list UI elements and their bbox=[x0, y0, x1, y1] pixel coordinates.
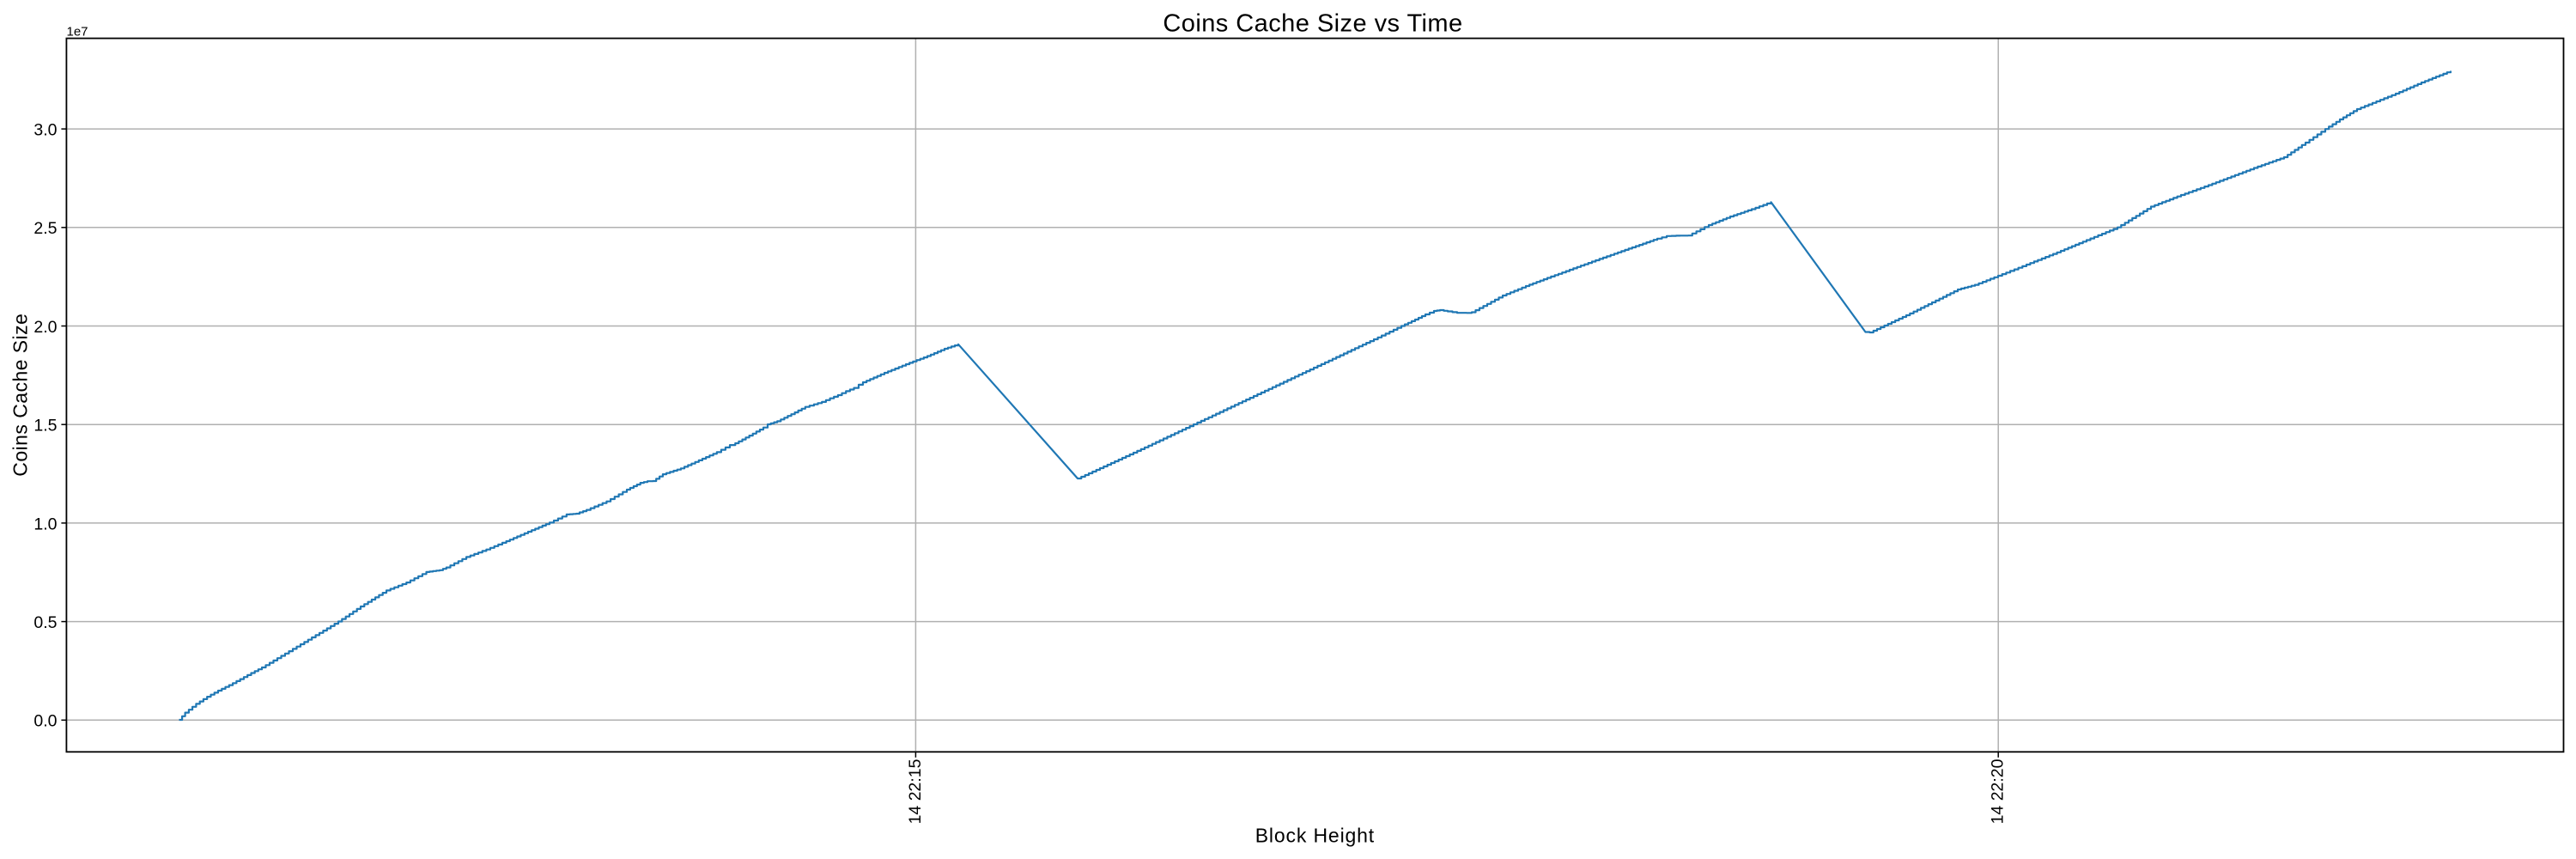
svg-text:2.5: 2.5 bbox=[33, 219, 57, 238]
svg-text:2.0: 2.0 bbox=[33, 318, 57, 337]
svg-text:14 22:15: 14 22:15 bbox=[906, 758, 925, 824]
svg-text:Block Height: Block Height bbox=[1255, 825, 1375, 847]
svg-text:0.5: 0.5 bbox=[33, 613, 57, 632]
svg-text:0.0: 0.0 bbox=[33, 712, 57, 731]
svg-text:3.0: 3.0 bbox=[33, 121, 57, 140]
svg-text:Coins Cache Size: Coins Cache Size bbox=[9, 314, 31, 477]
svg-text:1.5: 1.5 bbox=[33, 417, 57, 436]
svg-text:1.0: 1.0 bbox=[33, 515, 57, 533]
svg-text:Coins Cache Size vs Time: Coins Cache Size vs Time bbox=[1163, 10, 1462, 38]
svg-text:14 22:20: 14 22:20 bbox=[1989, 758, 2008, 824]
svg-text:1e7: 1e7 bbox=[67, 24, 88, 39]
